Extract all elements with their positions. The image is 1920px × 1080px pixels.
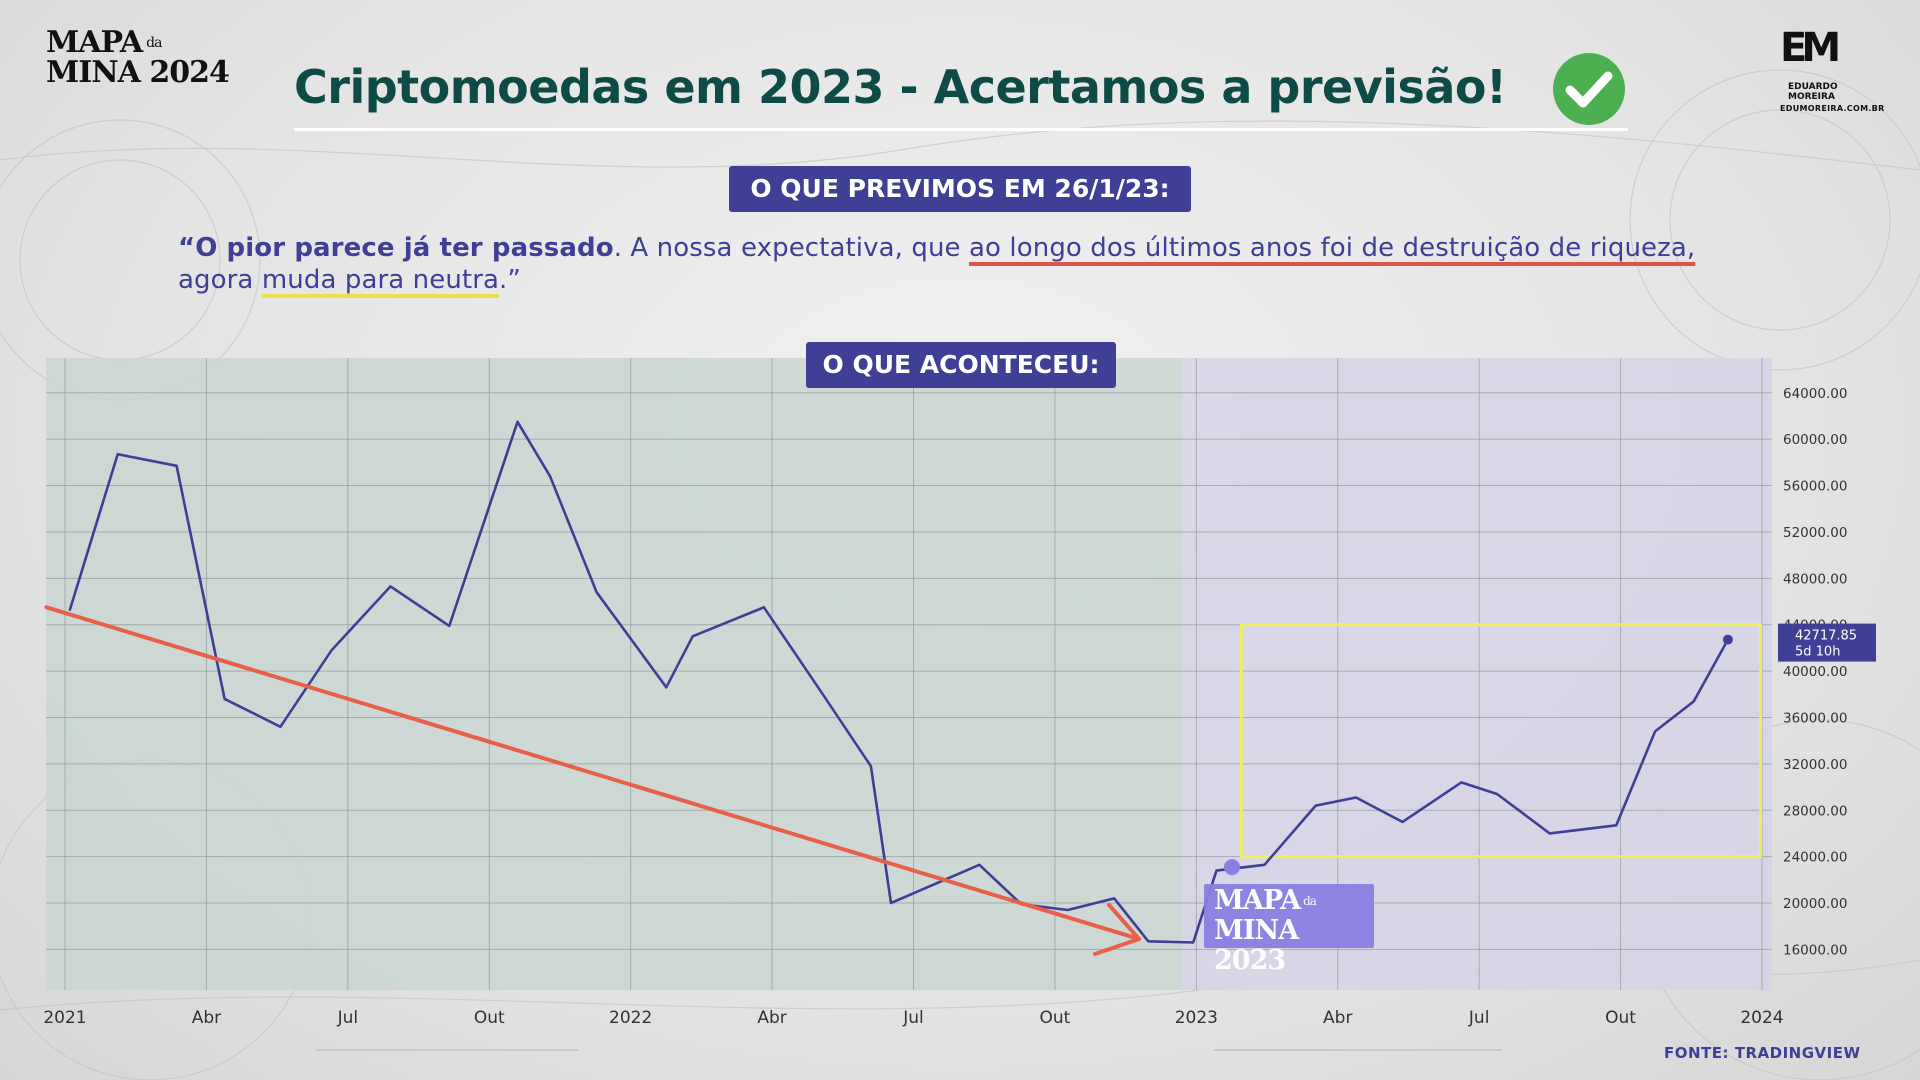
y-tick-label: 40000.00 [1783, 664, 1847, 680]
x-tick-label: Abr [192, 1008, 221, 1028]
logo-mapa-da-mina-2024: MAPA da MINA 2024 [46, 25, 230, 90]
y-tick-label: 60000.00 [1783, 432, 1847, 448]
highlight-start-point [1223, 859, 1240, 876]
y-tick-label: 52000.00 [1783, 525, 1847, 541]
x-tick-label: Abr [1323, 1008, 1352, 1028]
y-tick-label: 24000.00 [1783, 850, 1847, 866]
x-tick-label: 2023 [1175, 1008, 1218, 1028]
y-tick-label: 16000.00 [1783, 942, 1847, 958]
series-line [68, 420, 1730, 944]
source-label: FONTE: TRADINGVIEW [1664, 1044, 1861, 1062]
trend-arrow-shaft [44, 605, 1141, 941]
x-tick-label: Jul [1468, 1008, 1490, 1028]
price-tag-time: 5d 10h [1795, 645, 1840, 660]
logo-eduardo-moreira: EM EDUARDO MOREIRA EDUMOREIRA.COM.BR [1780, 25, 1885, 113]
x-tick-label: 2022 [609, 1008, 652, 1028]
x-axis-ticks: 2021 Abr Jul Out 2022 Abr Jul Out 2023 Abr Jul Out 2… [43, 1008, 1783, 1028]
x-tick-label: Out [474, 1008, 505, 1028]
y-tick-label: 36000.00 [1783, 710, 1847, 726]
x-tick-label: Out [1040, 1008, 1071, 1028]
y-tick-label: 64000.00 [1783, 386, 1847, 402]
quote-yellow-underlined: muda para neutra [261, 265, 500, 295]
x-tick-label: Jul [337, 1008, 359, 1028]
highlight-box [1239, 623, 1762, 859]
trend-arrow-head [1092, 902, 1141, 956]
x-tick-label: Jul [902, 1008, 924, 1028]
y-tick-label: 56000.00 [1783, 479, 1847, 495]
x-scrollbar-right [1214, 1049, 1502, 1051]
x-tick-label: 2024 [1740, 1008, 1783, 1028]
watermark-mapa-da-mina-2023: MAPA da MINA 2023 [1204, 884, 1374, 976]
y-tick-label: 28000.00 [1783, 803, 1847, 819]
last-point [1722, 634, 1733, 645]
y-tick-label: 32000.00 [1783, 757, 1847, 773]
y-tick-label: 48000.00 [1783, 571, 1847, 587]
shade-2021-2022 [46, 358, 1182, 990]
chart-header-label: O QUE ACONTECEU: [806, 342, 1116, 388]
trend-arrow [44, 605, 1141, 956]
quote-red-underlined: ao longo dos últimos anos foi de destrui… [969, 233, 1696, 263]
price-tag-bg [1778, 623, 1876, 662]
y-tick-label: 20000.00 [1783, 896, 1847, 912]
check-circle-icon [1553, 53, 1625, 125]
prediction-label: O QUE PREVIMOS EM 26/1/23: [729, 166, 1191, 212]
prediction-quote: “O pior parece já ter passado. A nossa e… [178, 233, 1696, 295]
x-tick-label: Out [1605, 1008, 1636, 1028]
x-tick-label: Abr [757, 1008, 786, 1028]
y-axis-ticks: 64000.00 60000.00 56000.00 52000.00 48000.00… [1783, 386, 1847, 959]
price-tag-value: 42717.85 [1795, 629, 1857, 644]
chart-grid [46, 358, 1772, 990]
page-title: Criptomoedas em 2023 - Acertamos a previ… [294, 60, 1507, 114]
x-tick-label: 2021 [43, 1008, 86, 1028]
x-scrollbar-left [316, 1049, 578, 1051]
title-underline [294, 128, 1628, 131]
